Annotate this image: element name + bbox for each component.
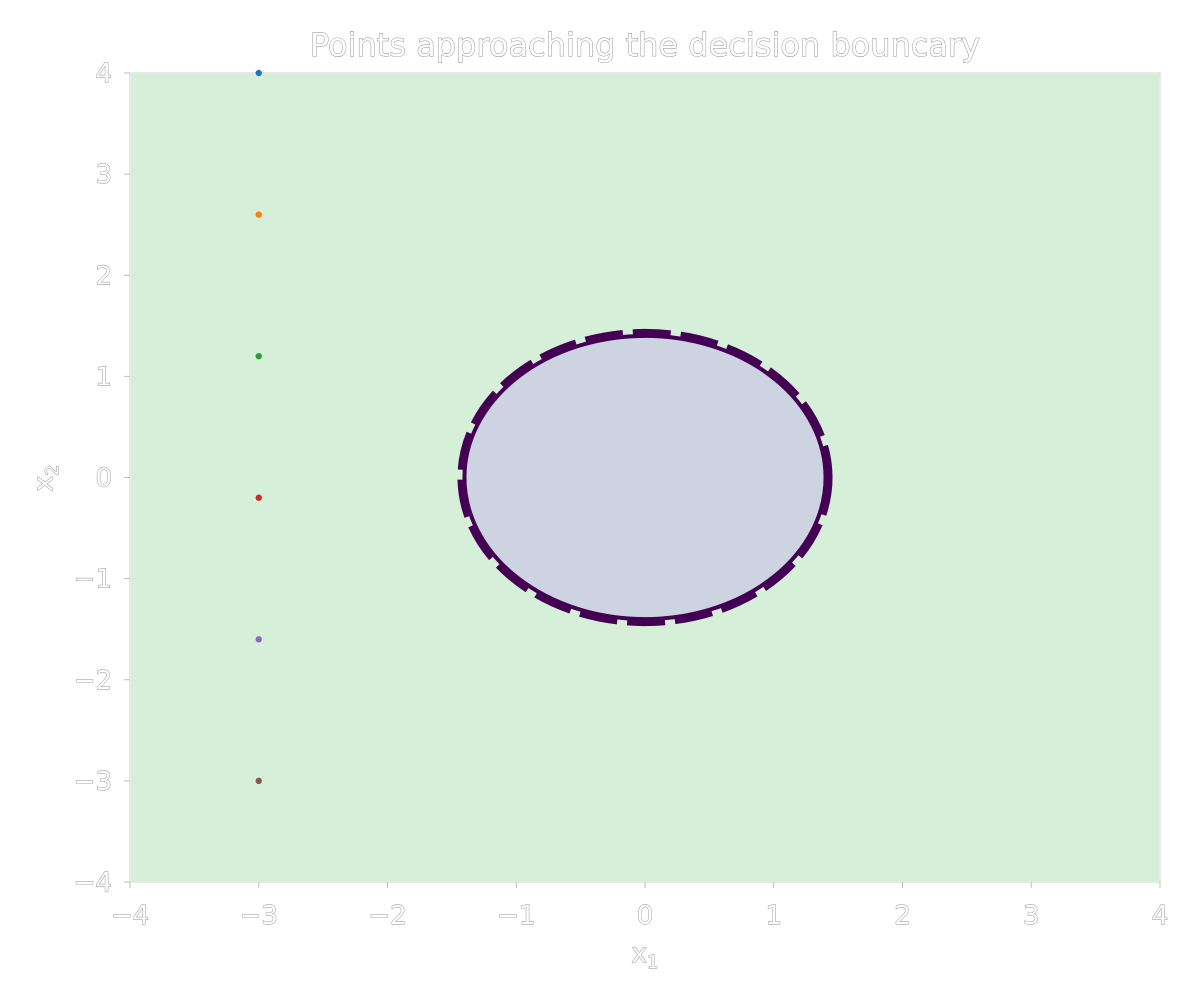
y-tick-label: 2 bbox=[95, 261, 112, 291]
x-tick-label: −2 bbox=[368, 901, 406, 931]
y-tick-label: −4 bbox=[74, 868, 112, 898]
x-axis-label: x1 bbox=[632, 939, 659, 973]
x-tick-label: 2 bbox=[894, 901, 911, 931]
data-point-5 bbox=[255, 636, 262, 643]
data-point-3 bbox=[255, 352, 262, 360]
y-tick-label: 3 bbox=[95, 160, 112, 190]
boundary-dashed bbox=[457, 328, 833, 627]
y-axis-label: x2 bbox=[29, 465, 63, 492]
y-tick-label: −2 bbox=[74, 666, 112, 696]
x-tick-label: −4 bbox=[111, 901, 149, 931]
y-tick-label: −3 bbox=[74, 767, 112, 797]
y-axis-label-sub: 2 bbox=[42, 465, 63, 476]
y-axis-ticks: −4 −3 −2 −1 0 1 2 3 4 bbox=[73, 59, 130, 898]
x-tick-label: 0 bbox=[637, 901, 654, 931]
x-axis-label-sub: 1 bbox=[647, 952, 658, 973]
data-point-1 bbox=[255, 69, 262, 77]
x-tick-label: 3 bbox=[1023, 901, 1040, 931]
x-tick-label: 1 bbox=[765, 901, 782, 931]
inside-region bbox=[463, 334, 827, 621]
data-point-2 bbox=[255, 211, 262, 218]
y-tick-label: 1 bbox=[95, 362, 112, 392]
data-point-6 bbox=[255, 777, 262, 785]
y-tick-label: −1 bbox=[74, 565, 112, 595]
y-tick-label: 4 bbox=[95, 59, 112, 89]
x-tick-label: 4 bbox=[1152, 901, 1169, 931]
x-axis-label-main: x bbox=[632, 939, 647, 969]
x-axis-ticks: −4 −3 −2 −1 0 1 2 3 4 bbox=[110, 882, 1169, 931]
chart-title: Points approaching the decision bouncary bbox=[310, 26, 980, 64]
x-tick-label: −3 bbox=[240, 901, 278, 931]
x-tick-label: −1 bbox=[497, 901, 535, 931]
y-tick-label: 0 bbox=[95, 464, 112, 494]
y-axis-label-main: x bbox=[29, 476, 59, 491]
points-layer bbox=[255, 69, 262, 785]
boundary-solid bbox=[462, 333, 828, 622]
data-point-4 bbox=[255, 494, 262, 501]
